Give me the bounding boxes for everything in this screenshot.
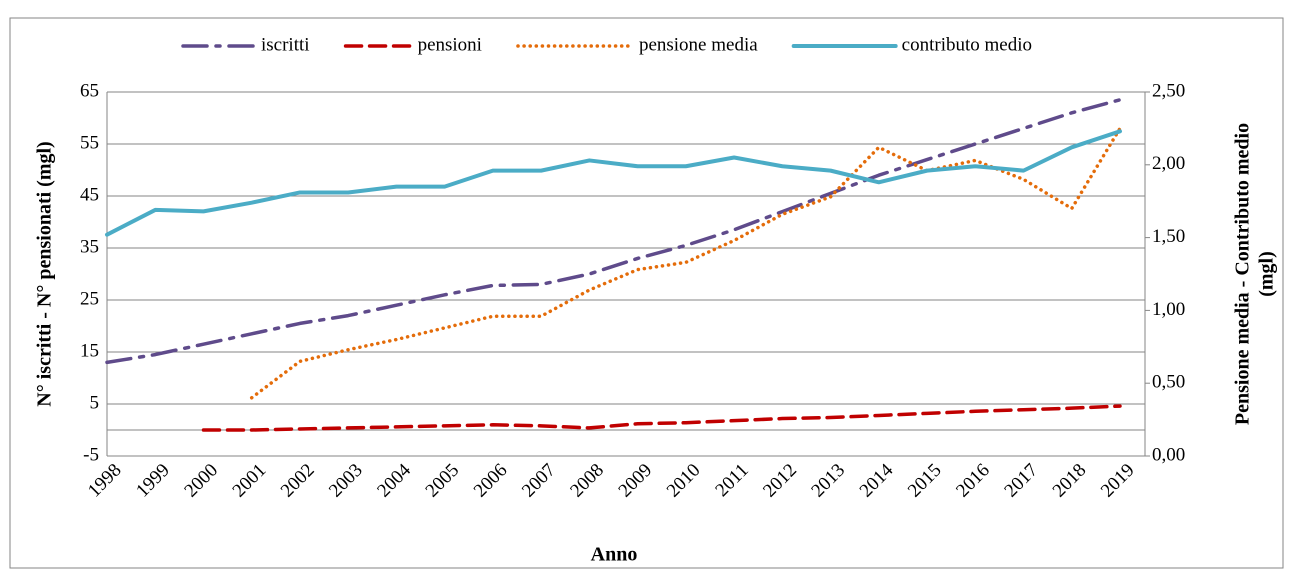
y2-tick-label: 0,00	[1152, 444, 1185, 465]
y-tick-label: 65	[80, 80, 99, 101]
y2-tick-label: 0,50	[1152, 372, 1185, 393]
y2-axis-title: Pensione media - Contributo medio	[1232, 123, 1254, 425]
y-tick-label: 35	[80, 236, 99, 257]
y-tick-label: 15	[80, 340, 99, 361]
legend-label: iscritti	[261, 34, 310, 55]
x-axis-title: Anno	[591, 544, 638, 566]
y-tick-label: 25	[80, 288, 99, 309]
y-tick-label: 5	[90, 392, 100, 413]
series-line	[105, 98, 1122, 365]
y2-tick-label: 1,00	[1152, 299, 1185, 320]
legend-label: pensione media	[639, 34, 758, 55]
legend-label: pensioni	[418, 34, 482, 55]
y-tick-label: 55	[80, 132, 99, 153]
y2-axis-title: (mgl)	[1256, 251, 1278, 297]
y-tick-label: -5	[83, 444, 99, 465]
y2-tick-label: 2,00	[1152, 153, 1185, 174]
series-line	[105, 129, 1122, 237]
legend-label: contributo medio	[902, 34, 1032, 55]
y-tick-label: 45	[80, 184, 99, 205]
y2-tick-label: 2,50	[1152, 80, 1185, 101]
series-line	[201, 404, 1122, 432]
series-line	[249, 126, 1122, 400]
chart-frame	[9, 17, 1284, 569]
y2-tick-label: 1,50	[1152, 226, 1185, 247]
y-axis-title: N° iscritti - N° pensionati (mgl)	[34, 141, 56, 406]
